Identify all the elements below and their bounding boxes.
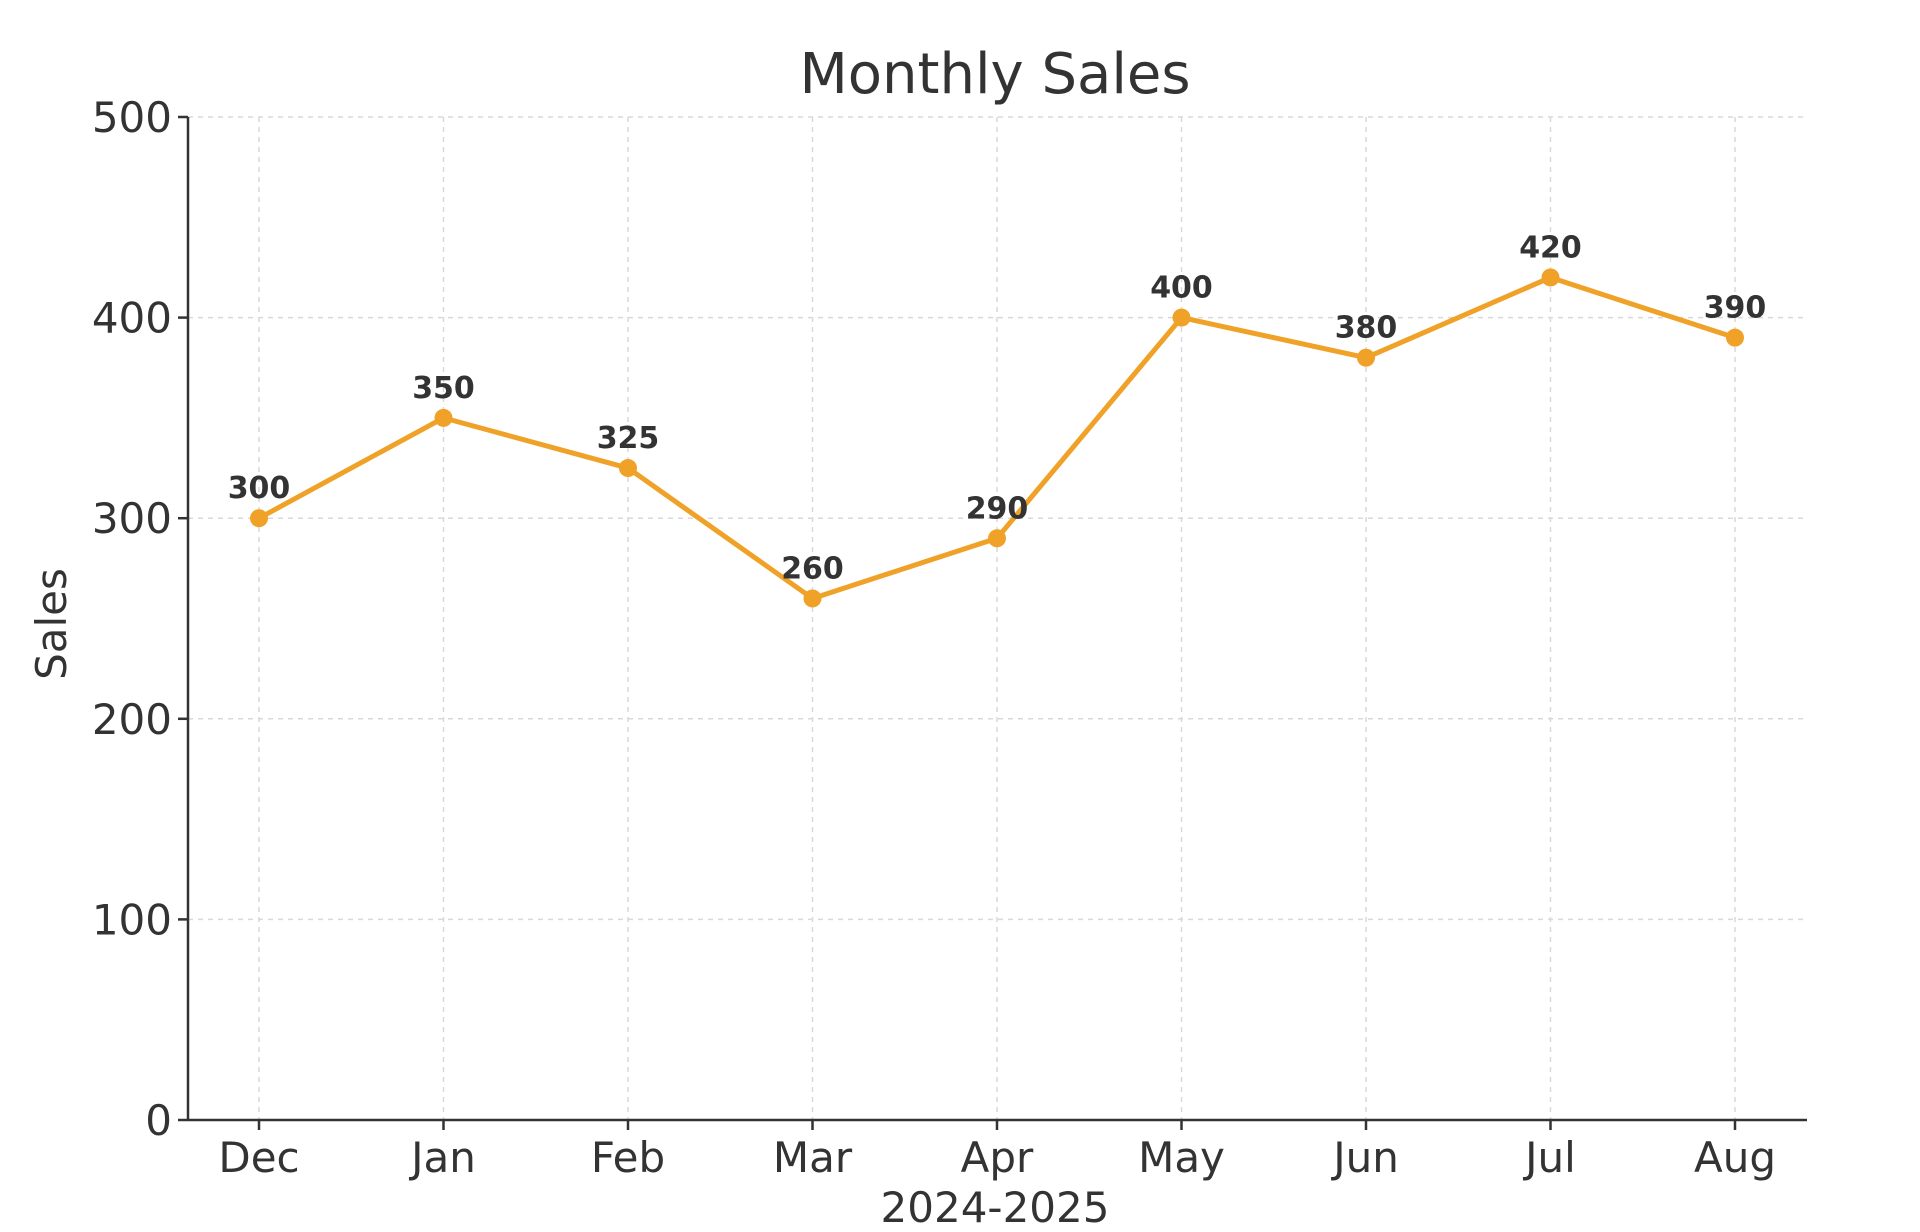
x-tick-label: Dec [218, 1133, 299, 1182]
y-axis-label: Sales [27, 568, 76, 680]
series [250, 268, 1744, 608]
y-tick-label: 200 [92, 695, 172, 744]
x-tick-label: May [1138, 1133, 1225, 1182]
y-tick-label: 0 [145, 1096, 172, 1145]
data-label: 300 [228, 471, 291, 506]
y-tick-label: 500 [92, 93, 172, 142]
data-point [434, 408, 453, 427]
x-tick-label: Feb [591, 1133, 665, 1182]
y-tick-label: 400 [92, 294, 172, 343]
x-tick-label: Aug [1694, 1133, 1776, 1182]
data-point [803, 589, 822, 608]
x-tick-label: Jul [1522, 1133, 1576, 1182]
x-tick-label: Mar [773, 1133, 853, 1182]
data-label: 400 [1150, 271, 1213, 306]
chart-title: Monthly Sales [799, 42, 1190, 107]
data-point [250, 509, 268, 528]
data-label: 260 [781, 551, 844, 586]
data-labels: 300 350 325 260 290 400 380 420 390 [228, 230, 1767, 586]
y-tick-label: 300 [92, 494, 172, 543]
x-axis-label: 2024-2025 [881, 1183, 1110, 1232]
axes: 0 100 200 300 400 500 Dec Jan Feb Mar Apr May Jun Jul… [92, 93, 1807, 1182]
x-tick-label: Jun [1330, 1133, 1399, 1182]
data-label: 290 [966, 491, 1029, 526]
data-label: 350 [412, 371, 475, 406]
data-point [988, 529, 1006, 548]
grid [188, 116, 1807, 1120]
data-point [1541, 268, 1560, 287]
data-label: 390 [1704, 291, 1767, 326]
x-tick-label: Jan [408, 1133, 476, 1182]
data-label: 325 [597, 421, 660, 456]
data-label: 420 [1519, 230, 1582, 265]
y-tick-label: 100 [92, 895, 172, 944]
data-point [1172, 308, 1191, 327]
data-point [619, 459, 637, 478]
data-point [1726, 328, 1744, 347]
data-label: 380 [1335, 311, 1398, 346]
data-point [1357, 348, 1375, 367]
x-tick-label: Apr [961, 1133, 1034, 1182]
